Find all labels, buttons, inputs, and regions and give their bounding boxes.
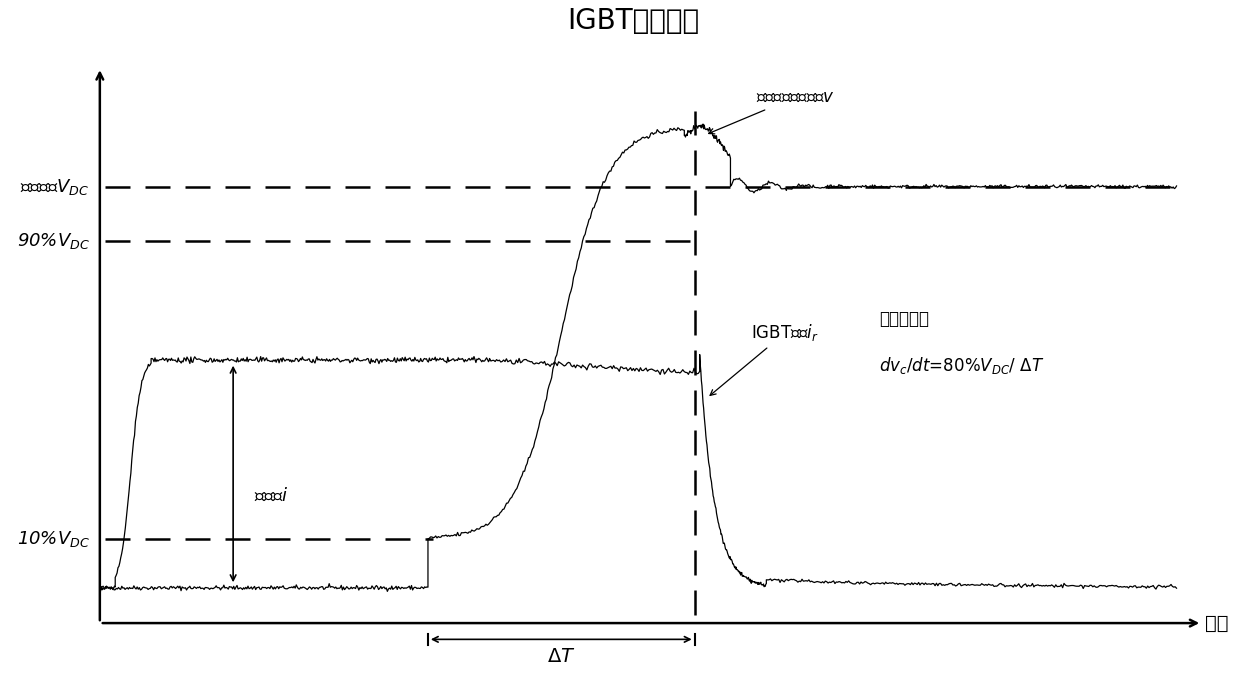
Text: 电压变化率: 电压变化率 — [879, 310, 929, 328]
Text: $dv_c/dt$=80%$V_{DC}$/ $\Delta T$: $dv_c/dt$=80%$V_{DC}$/ $\Delta T$ — [879, 355, 1044, 376]
Text: 10%$V_{DC}$: 10%$V_{DC}$ — [17, 529, 89, 549]
Text: 90%$V_{DC}$: 90%$V_{DC}$ — [17, 231, 89, 251]
Text: 时间: 时间 — [1205, 614, 1229, 633]
Text: $\Delta T$: $\Delta T$ — [547, 648, 575, 667]
Text: 变频器输出相电压$v$: 变频器输出相电压$v$ — [709, 88, 835, 134]
Text: 相电流$i$: 相电流$i$ — [254, 487, 288, 505]
Title: IGBT关断过程: IGBT关断过程 — [567, 7, 699, 35]
Text: 直流电压$V_{DC}$: 直流电压$V_{DC}$ — [20, 176, 89, 197]
Text: IGBT电流$i_r$: IGBT电流$i_r$ — [711, 322, 818, 395]
